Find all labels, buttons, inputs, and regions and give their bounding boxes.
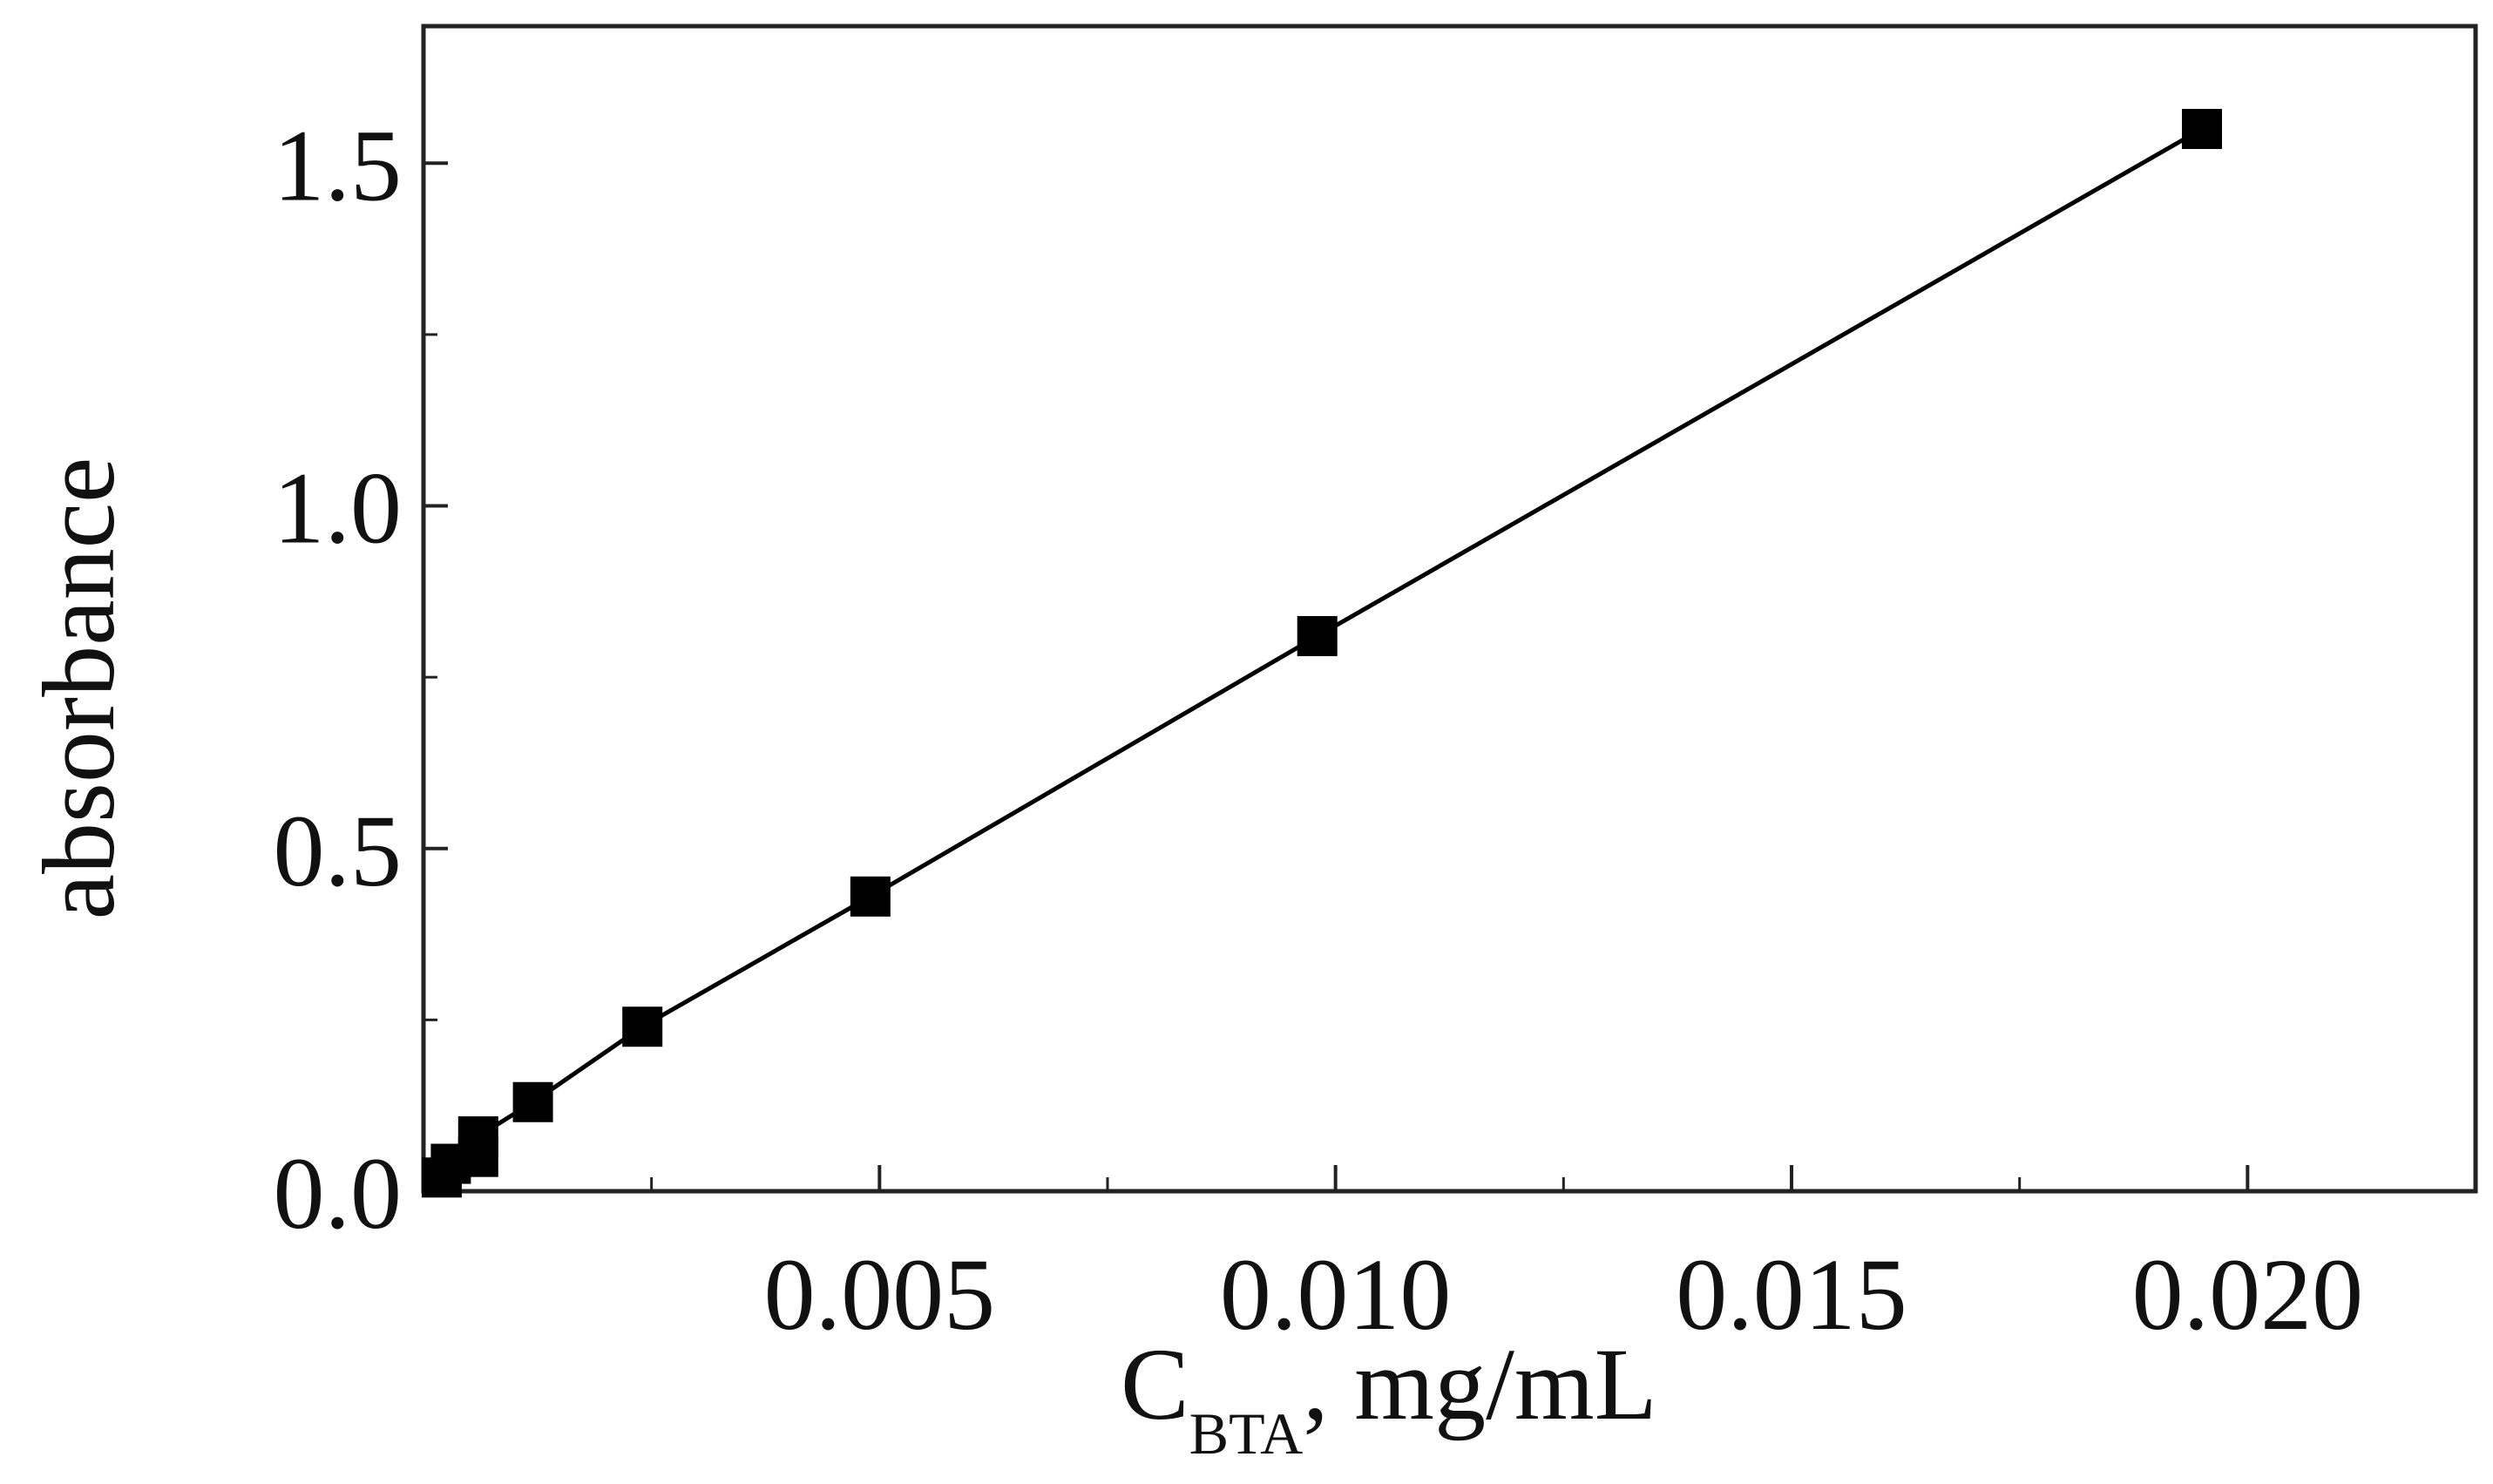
x-tick-label: 0.010 — [1220, 1237, 1452, 1352]
data-point — [457, 1116, 498, 1157]
x-tick-label: 0.005 — [764, 1237, 996, 1352]
data-point — [850, 876, 891, 917]
y-tick-label: 1.5 — [274, 108, 403, 222]
data-point — [512, 1081, 553, 1122]
y-tick-label: 1.0 — [274, 451, 403, 566]
y-tick-label: 0.0 — [274, 1136, 403, 1250]
x-axis-label-main: C — [1121, 1327, 1189, 1441]
data-point — [1297, 615, 1338, 656]
x-axis-label-unit: , mg/mL — [1303, 1327, 1656, 1441]
x-axis-label-subscript: BTA — [1189, 1400, 1304, 1467]
data-point — [622, 1006, 663, 1047]
y-axis-label: absorbance — [22, 457, 136, 920]
x-tick-label: 0.020 — [2132, 1237, 2364, 1352]
axis-ticks — [423, 161, 2250, 1193]
y-tick-label: 0.5 — [274, 794, 403, 908]
data-point — [2182, 108, 2222, 149]
tick-labels: 0.005 0.010 0.015 0.020 0.0 0.5 1.0 1.5 — [274, 108, 2364, 1352]
x-axis-label: CBTA, mg/mL — [1121, 1327, 1657, 1467]
data-points — [421, 108, 2222, 1198]
plot-frame — [421, 24, 2478, 1194]
x-tick-label: 0.015 — [1676, 1237, 1907, 1352]
